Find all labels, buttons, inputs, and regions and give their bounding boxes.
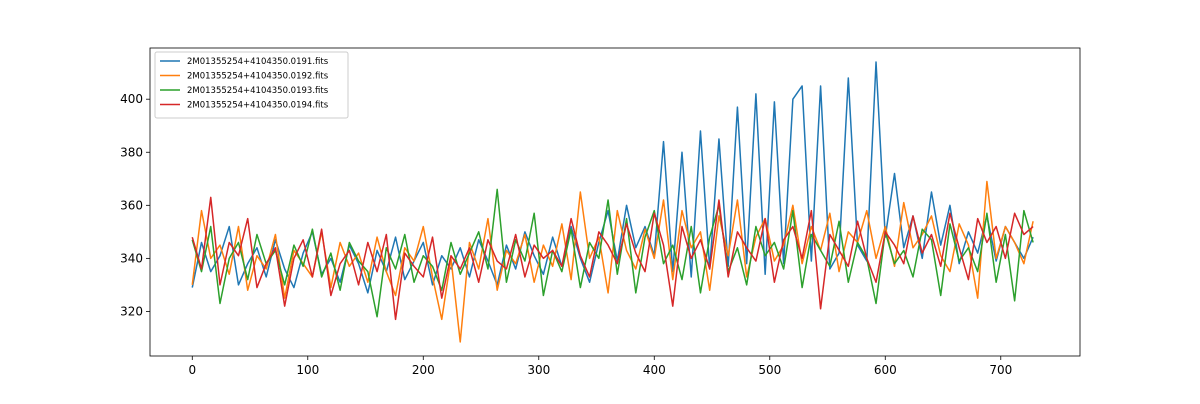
- x-tick-label: 0: [188, 363, 196, 377]
- plot-area: [191, 61, 1034, 343]
- axes-frame: [149, 47, 1081, 357]
- x-tick-label: 100: [296, 363, 319, 377]
- x-tick-label: 500: [758, 363, 781, 377]
- legend: 2M01355254+4104350.0191.fits 2M01355254+4…: [154, 51, 349, 119]
- y-tick-label: 360: [120, 198, 143, 212]
- x-tick-label: 600: [874, 363, 897, 377]
- series-line: [191, 196, 1034, 321]
- y-tick-label: 340: [120, 251, 143, 265]
- legend-label: 2M01355254+4104350.0192.fits: [187, 72, 329, 82]
- legend-label: 2M01355254+4104350.0194.fits: [187, 101, 329, 111]
- legend-label: 2M01355254+4104350.0191.fits: [187, 57, 329, 67]
- y-tick-label: 320: [120, 304, 143, 318]
- x-tick-label: 300: [527, 363, 550, 377]
- x-tick-label: 200: [412, 363, 435, 377]
- x-tick-label: 400: [643, 363, 666, 377]
- legend-box: [154, 51, 349, 119]
- x-tick-label: 700: [989, 363, 1012, 377]
- legend-label: 2M01355254+4104350.0193.fits: [187, 86, 329, 96]
- y-tick-label: 400: [120, 92, 143, 106]
- y-tick-label: 380: [120, 145, 143, 159]
- series-line: [191, 188, 1034, 318]
